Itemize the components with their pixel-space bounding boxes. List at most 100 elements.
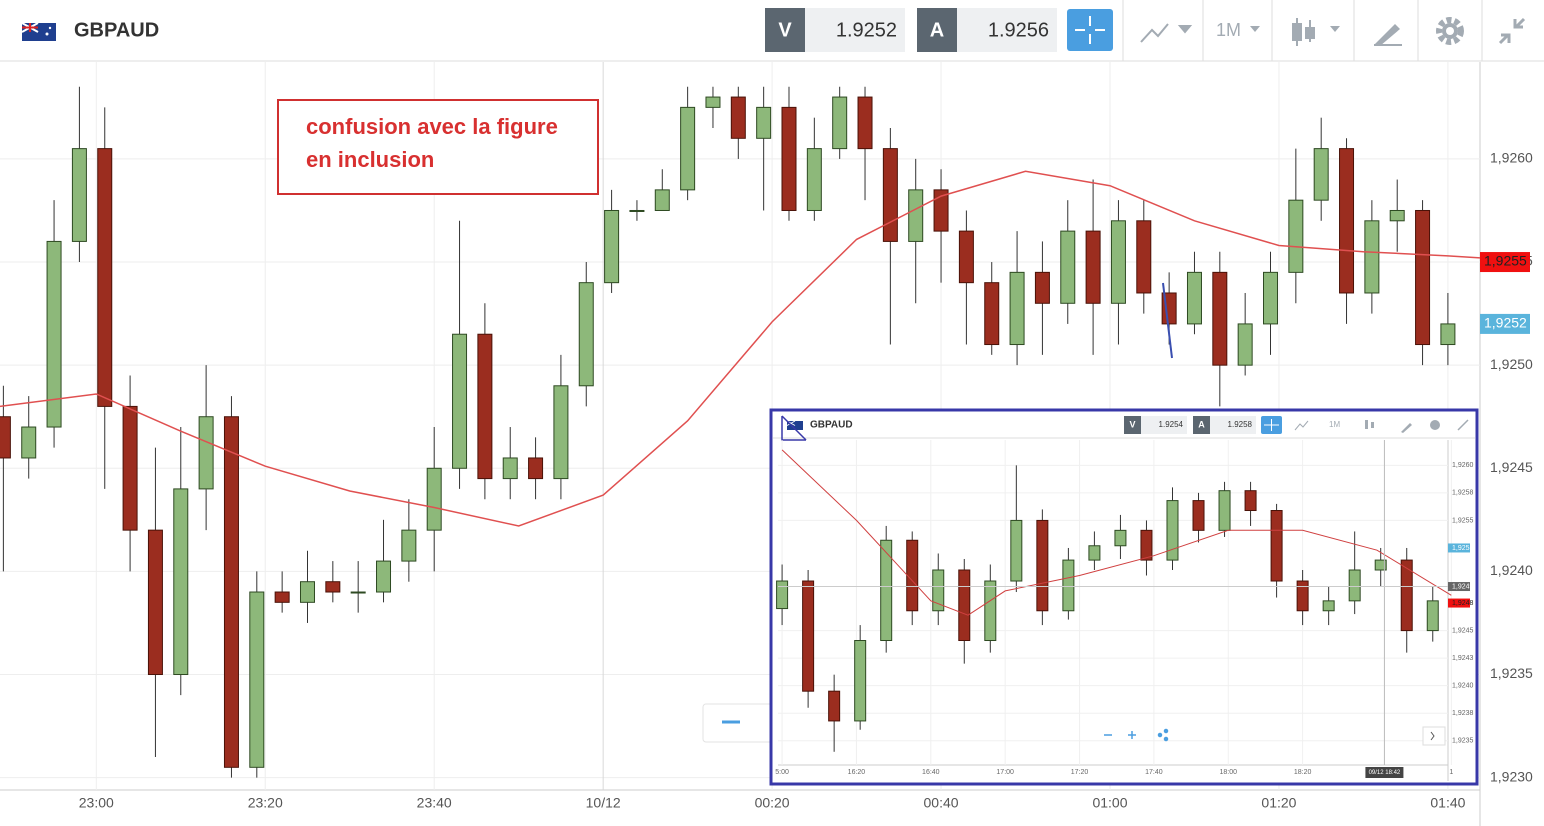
candle-body	[21, 426, 37, 459]
candle-body	[299, 581, 315, 603]
candle-body	[882, 148, 898, 242]
candle-body	[249, 591, 265, 768]
x-tick-label: 01:00	[1092, 795, 1127, 811]
x-tick-label: 17:40	[1145, 769, 1163, 776]
draw-icon[interactable]	[1374, 24, 1402, 46]
candle-body	[1136, 220, 1152, 294]
candle-body	[776, 580, 789, 610]
candle-body	[147, 529, 163, 676]
inset-type-icon	[1294, 420, 1309, 431]
x-tick-label: 16:20	[848, 769, 866, 776]
zoom-control[interactable]	[702, 703, 774, 743]
candle-body	[452, 333, 468, 469]
candle-body	[654, 189, 670, 211]
x-tick-label: 18:00	[1219, 769, 1237, 776]
candle-body	[1114, 529, 1127, 547]
collapse-icon[interactable]	[1498, 17, 1526, 45]
price-badge	[1480, 252, 1530, 273]
candle-body	[1060, 230, 1076, 304]
candle-body	[781, 106, 797, 211]
buy-button[interactable]	[917, 8, 957, 52]
y-tick-label: 1,9250	[1490, 356, 1533, 372]
inset-sell-price: 1.9254	[1159, 420, 1184, 429]
annotation-text: confusion avec la figure	[306, 114, 558, 139]
candle-body	[1339, 148, 1355, 294]
x-tick-label: 00:40	[924, 795, 959, 811]
candle-body	[1322, 600, 1335, 612]
y-tick-label: 1,9255	[1452, 517, 1474, 524]
candle-body	[97, 148, 113, 407]
candle-body	[1440, 323, 1456, 346]
candle-body	[1237, 323, 1253, 366]
candle-body	[1364, 220, 1380, 294]
y-tick-label: 1,9238	[1452, 710, 1474, 717]
sell-label: V	[778, 19, 792, 41]
price-badge	[1448, 582, 1470, 592]
inset-zoom	[1104, 728, 1169, 742]
annotation-text: en inclusion	[306, 147, 434, 172]
candle-body	[1088, 545, 1101, 561]
inset-buy-box	[1210, 416, 1256, 434]
candle-body	[832, 96, 848, 150]
buy-price: 1.9256	[988, 19, 1049, 41]
x-tick-label: 23:40	[417, 795, 452, 811]
settings-icon[interactable]	[1436, 17, 1464, 45]
inset-sell-label: V	[1129, 419, 1135, 429]
timeframe[interactable]: 1M	[1216, 20, 1241, 40]
candle-body	[854, 640, 867, 722]
candle-body	[1263, 271, 1279, 325]
inset-sell-box	[1141, 416, 1187, 434]
price-badge-label: 1,9253	[1452, 545, 1474, 552]
inset-sell-button	[1124, 416, 1141, 434]
crosshair-button[interactable]	[1067, 9, 1113, 51]
price-badge	[1448, 598, 1470, 608]
x-tick-label: 01:40	[1430, 795, 1465, 811]
flag	[21, 22, 56, 41]
annotation-box	[277, 99, 599, 195]
y-tick-label: 1,9260	[1490, 150, 1533, 166]
candle-body	[984, 282, 1000, 346]
y-tick-label: 1,9243	[1452, 655, 1474, 662]
sell-button[interactable]	[765, 8, 805, 52]
pen-stroke	[1162, 282, 1173, 359]
moving-average	[781, 449, 1452, 616]
candle-body	[730, 96, 746, 139]
y-tick-label: 1,9230	[1490, 768, 1533, 784]
candle-body	[1010, 519, 1023, 582]
candle-body	[806, 148, 822, 211]
x-tick-label: 01:20	[1261, 795, 1296, 811]
candle-body	[553, 385, 569, 480]
symbol: GBPAUD	[74, 19, 159, 41]
candle-body	[1062, 559, 1075, 612]
chart-type-icon[interactable]	[1140, 23, 1193, 43]
candle-body	[274, 591, 290, 603]
candle-body	[756, 106, 772, 139]
x-tick-label: 00:20	[755, 795, 790, 811]
y-tick-label: 1,9240	[1452, 683, 1474, 690]
price-badge-label: 1,9248	[1452, 600, 1474, 607]
candle-body	[578, 282, 594, 387]
candle-body	[350, 591, 366, 594]
inset-timeframe: 1M	[1329, 420, 1340, 429]
candle-body	[325, 581, 341, 593]
candle-body	[1415, 209, 1431, 346]
candle-body	[1212, 271, 1228, 366]
price-badge-label: 1,9252	[1484, 315, 1527, 331]
candle-body	[1034, 271, 1050, 304]
x-tick-label: 1	[1449, 769, 1453, 776]
candle-body	[705, 96, 721, 108]
buy-price-box	[957, 8, 1057, 52]
candle-body	[1110, 220, 1126, 304]
inset-chart: 1,9260 1,9258 1,9255 1,9245 1,9243 1,9240 1,92…	[775, 440, 1474, 781]
inset-icons	[1365, 419, 1469, 433]
candle-body	[1140, 529, 1153, 561]
toolbar: GBPAUD V 1.9252 A 1.9256 1M	[0, 0, 1544, 62]
candle-body	[984, 580, 997, 642]
candle-icon[interactable]	[1292, 18, 1340, 46]
candle-body	[1218, 490, 1231, 531]
main-chart: 1,92601,92551,92501,92451,92401,92351,92…	[0, 62, 1533, 826]
candle-body	[1244, 490, 1257, 512]
y-tick-label: 1,9235	[1452, 738, 1474, 745]
candle-body	[1036, 519, 1049, 612]
x-tick-label: 23:20	[248, 795, 283, 811]
